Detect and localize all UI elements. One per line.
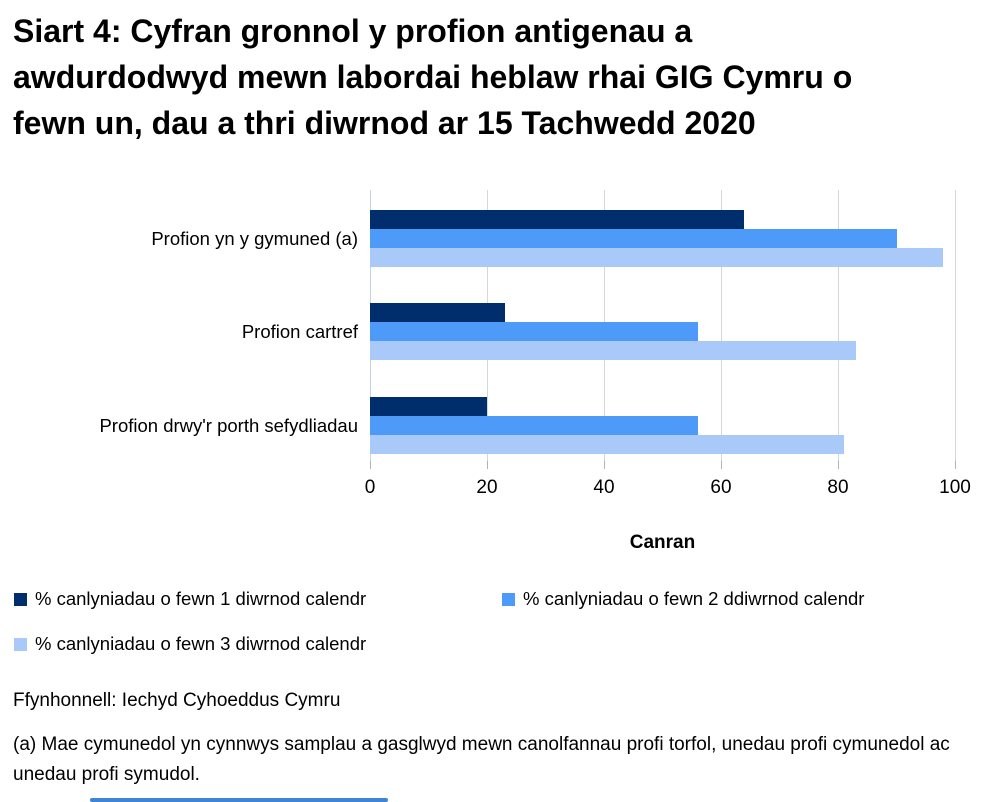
legend-item: % canlyniadau o fewn 2 ddiwrnod calendr bbox=[502, 588, 864, 610]
legend-row: % canlyniadau o fewn 1 diwrnod calendr % … bbox=[0, 588, 985, 616]
bar-series-2 bbox=[370, 416, 698, 435]
gridline bbox=[955, 190, 956, 461]
x-axis-ticks bbox=[370, 461, 956, 469]
gridline bbox=[838, 190, 839, 461]
tick-label: 80 bbox=[827, 477, 849, 498]
tick-mark bbox=[721, 461, 722, 469]
tick-label: 100 bbox=[939, 477, 971, 498]
category-label: Profion cartref bbox=[241, 320, 358, 342]
legend-label: % canlyniadau o fewn 1 diwrnod calendr bbox=[35, 588, 367, 609]
chart-legend: % canlyniadau o fewn 1 diwrnod calendr % … bbox=[0, 588, 985, 668]
tick-label: 20 bbox=[476, 477, 498, 498]
bar-series-3 bbox=[370, 341, 856, 360]
legend-swatch-icon bbox=[14, 592, 27, 606]
tick-mark bbox=[838, 461, 839, 469]
legend-swatch-icon bbox=[502, 592, 515, 606]
legend-label: % canlyniadau o fewn 2 ddiwrnod calendr bbox=[523, 588, 865, 609]
bar-series-2 bbox=[370, 229, 897, 248]
legend-row: % canlyniadau o fewn 3 diwrnod calendr bbox=[0, 633, 985, 661]
chart-title: Siart 4: Cyfran gronnol y profion antige… bbox=[13, 13, 853, 141]
bar-series-3 bbox=[370, 248, 944, 267]
bar-series-1 bbox=[370, 303, 505, 322]
tick-mark bbox=[370, 461, 371, 469]
partial-element-strip bbox=[90, 798, 388, 802]
legend-label: % canlyniadau o fewn 3 diwrnod calendr bbox=[35, 633, 367, 654]
gridline bbox=[721, 190, 722, 461]
bar-series-1 bbox=[370, 210, 745, 229]
tick-label: 40 bbox=[593, 477, 615, 498]
bar-series-1 bbox=[370, 397, 487, 416]
legend-item: % canlyniadau o fewn 3 diwrnod calendr bbox=[14, 633, 366, 655]
chart-area: Profion yn y gymuned (a) Profion cartref P… bbox=[0, 180, 985, 580]
plot-area bbox=[370, 190, 956, 461]
x-axis-title: Canran bbox=[629, 532, 696, 553]
source-note: Ffynhonnell: Iechyd Cyhoeddus Cymru bbox=[13, 690, 341, 711]
bar-series-3 bbox=[370, 435, 844, 454]
category-label: Profion drwy'r porth sefydliadau bbox=[99, 414, 358, 436]
legend-swatch-icon bbox=[14, 637, 27, 651]
tick-label: 60 bbox=[710, 477, 732, 498]
tick-label: 0 bbox=[364, 477, 376, 498]
category-label: Profion yn y gymuned (a) bbox=[151, 227, 358, 249]
x-axis-tick-labels: 0 20 40 60 80 100 bbox=[365, 477, 971, 501]
bar-series-2 bbox=[370, 322, 698, 341]
tick-mark bbox=[955, 461, 956, 469]
tick-mark bbox=[487, 461, 488, 469]
footnote: (a) Mae cymunedol yn cynnwys samplau a g… bbox=[13, 734, 950, 785]
legend-item: % canlyniadau o fewn 1 diwrnod calendr bbox=[14, 588, 366, 610]
tick-mark bbox=[604, 461, 605, 469]
